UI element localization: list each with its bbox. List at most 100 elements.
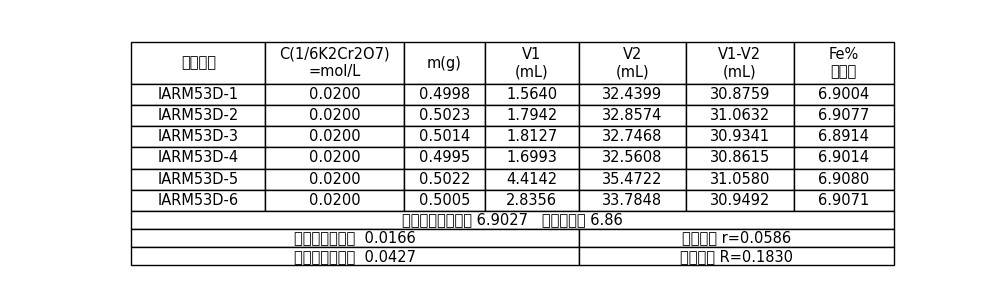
Text: m(g): m(g): [427, 56, 462, 71]
Bar: [131, 229, 579, 247]
Text: V2
(mL): V2 (mL): [616, 47, 649, 79]
Bar: [265, 190, 404, 211]
Text: 6.9014: 6.9014: [818, 150, 869, 165]
Text: 0.5005: 0.5005: [419, 193, 470, 208]
Text: 32.7468: 32.7468: [602, 130, 663, 144]
Text: 6.9080: 6.9080: [818, 172, 869, 187]
Text: 样品名称: 样品名称: [181, 56, 216, 71]
Text: 30.8615: 30.8615: [710, 150, 770, 165]
Bar: [131, 105, 265, 126]
Bar: [404, 42, 485, 84]
Text: 2.8356: 2.8356: [506, 193, 557, 208]
Bar: [794, 147, 894, 169]
Bar: [131, 169, 265, 190]
Text: 0.5014: 0.5014: [419, 130, 470, 144]
Text: 测定结果极差：  0.0166: 测定结果极差： 0.0166: [294, 230, 416, 246]
Bar: [131, 84, 265, 105]
Bar: [404, 169, 485, 190]
Text: IARM53D-3: IARM53D-3: [158, 130, 239, 144]
Text: 再现性限 R=0.1830: 再现性限 R=0.1830: [680, 249, 793, 264]
Bar: [686, 42, 794, 84]
Text: 33.7848: 33.7848: [602, 193, 663, 208]
Bar: [686, 169, 794, 190]
Text: 32.8574: 32.8574: [602, 108, 663, 123]
Text: 30.9341: 30.9341: [710, 130, 770, 144]
Bar: [131, 247, 579, 265]
Bar: [686, 126, 794, 147]
Text: V1
(mL): V1 (mL): [515, 47, 549, 79]
Bar: [131, 147, 265, 169]
Text: 35.4722: 35.4722: [602, 172, 663, 187]
Text: Fe%
测定值: Fe% 测定值: [829, 47, 859, 79]
Text: 30.8759: 30.8759: [710, 87, 770, 102]
Bar: [265, 169, 404, 190]
Text: 6.9004: 6.9004: [818, 87, 869, 102]
Text: 1.6993: 1.6993: [506, 150, 557, 165]
Bar: [265, 147, 404, 169]
Text: 4.4142: 4.4142: [506, 172, 557, 187]
Bar: [579, 190, 686, 211]
Text: 0.0200: 0.0200: [309, 150, 361, 165]
Bar: [485, 84, 579, 105]
Text: 1.8127: 1.8127: [506, 130, 557, 144]
Text: 0.0200: 0.0200: [309, 108, 361, 123]
Text: 0.0200: 0.0200: [309, 172, 361, 187]
Text: 0.0200: 0.0200: [309, 87, 361, 102]
Bar: [794, 84, 894, 105]
Text: 6.8914: 6.8914: [818, 130, 869, 144]
Text: 0.4995: 0.4995: [419, 150, 470, 165]
Bar: [131, 126, 265, 147]
Bar: [131, 42, 265, 84]
Text: 31.0632: 31.0632: [710, 108, 770, 123]
Text: 6.9071: 6.9071: [818, 193, 869, 208]
Bar: [485, 190, 579, 211]
Bar: [404, 126, 485, 147]
Bar: [485, 126, 579, 147]
Text: 重复性限 r=0.0586: 重复性限 r=0.0586: [682, 230, 791, 246]
Bar: [579, 42, 686, 84]
Text: 0.0200: 0.0200: [309, 193, 361, 208]
Text: 32.4399: 32.4399: [602, 87, 663, 102]
Bar: [794, 42, 894, 84]
Text: IARM53D-1: IARM53D-1: [158, 87, 239, 102]
Bar: [404, 105, 485, 126]
Bar: [265, 105, 404, 126]
Bar: [485, 147, 579, 169]
Text: 0.4998: 0.4998: [419, 87, 470, 102]
Text: 1.7942: 1.7942: [506, 108, 557, 123]
Bar: [579, 247, 894, 265]
Bar: [131, 190, 265, 211]
Bar: [794, 126, 894, 147]
Bar: [131, 211, 894, 229]
Bar: [579, 105, 686, 126]
Text: IARM53D-4: IARM53D-4: [158, 150, 239, 165]
Bar: [579, 147, 686, 169]
Bar: [686, 84, 794, 105]
Bar: [579, 126, 686, 147]
Bar: [485, 42, 579, 84]
Text: 6.9077: 6.9077: [818, 108, 869, 123]
Text: 与标准值偏差：  0.0427: 与标准值偏差： 0.0427: [294, 249, 416, 264]
Bar: [404, 84, 485, 105]
Bar: [794, 169, 894, 190]
Text: IARM53D-2: IARM53D-2: [158, 108, 239, 123]
Bar: [686, 105, 794, 126]
Text: IARM53D-6: IARM53D-6: [158, 193, 239, 208]
Text: 1.5640: 1.5640: [506, 87, 557, 102]
Text: V1-V2
(mL): V1-V2 (mL): [718, 47, 761, 79]
Bar: [404, 147, 485, 169]
Bar: [265, 42, 404, 84]
Bar: [404, 190, 485, 211]
Bar: [485, 105, 579, 126]
Bar: [579, 229, 894, 247]
Bar: [265, 126, 404, 147]
Bar: [579, 169, 686, 190]
Bar: [686, 190, 794, 211]
Bar: [579, 84, 686, 105]
Bar: [794, 105, 894, 126]
Text: IARM53D-5: IARM53D-5: [158, 172, 239, 187]
Bar: [265, 84, 404, 105]
Text: 32.5608: 32.5608: [602, 150, 663, 165]
Text: 0.0200: 0.0200: [309, 130, 361, 144]
Text: 31.0580: 31.0580: [710, 172, 770, 187]
